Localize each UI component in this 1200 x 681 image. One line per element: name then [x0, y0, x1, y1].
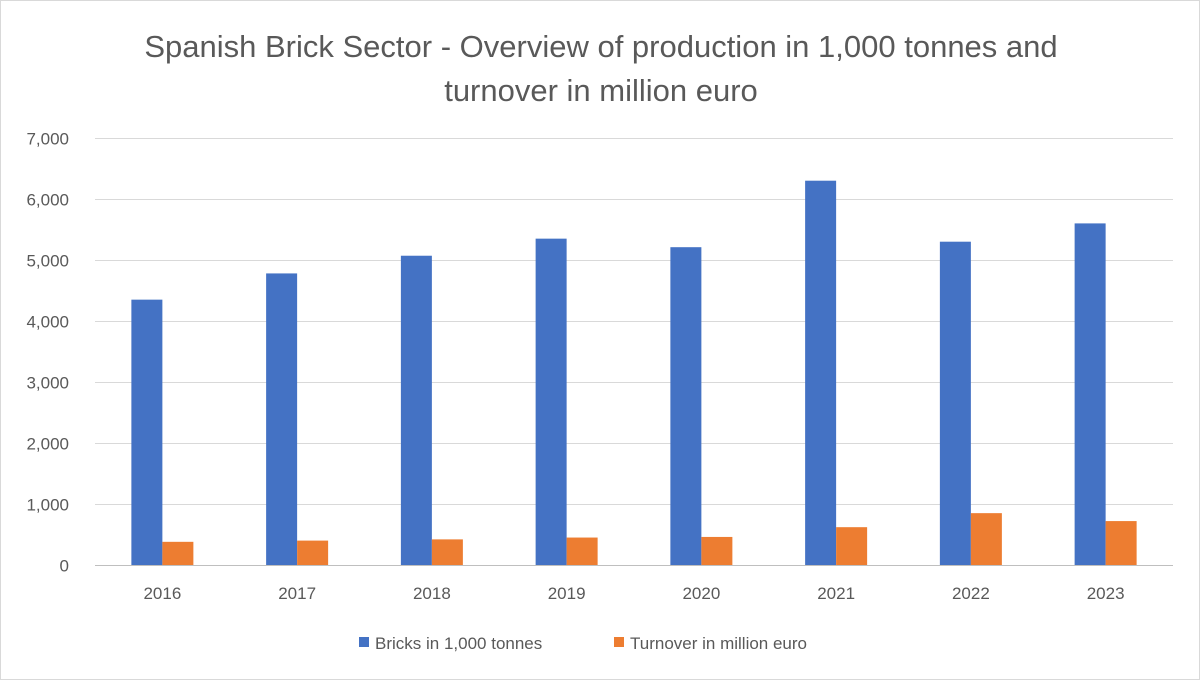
y-tick-label: 1,000: [26, 496, 69, 515]
legend-label: Turnover in million euro: [630, 634, 807, 653]
bar-bricks-2018: [400, 255, 432, 566]
bars: [131, 180, 1137, 566]
x-tick-label: 2021: [817, 584, 855, 603]
legend-swatch: [359, 637, 369, 647]
x-tick-label: 2016: [143, 584, 181, 603]
x-tick-label: 2022: [952, 584, 990, 603]
bar-bricks-2019: [535, 238, 567, 565]
bar-turnover-2017: [297, 540, 329, 565]
y-tick-label: 6,000: [26, 191, 69, 210]
y-tick-label: 5,000: [26, 252, 69, 271]
x-axis-tick-labels: 2016 2017 2018 2019 2020 2021 2022 2023: [143, 584, 1124, 603]
bar-bricks-2016: [131, 299, 163, 565]
bar-turnover-2023: [1105, 521, 1137, 565]
bar-turnover-2019: [566, 537, 598, 565]
bar-bricks-2022: [939, 241, 971, 565]
bar-bricks-2023: [1074, 223, 1106, 565]
x-tick-label: 2018: [413, 584, 451, 603]
y-tick-label: 3,000: [26, 374, 69, 393]
chart-title: Spanish Brick Sector - Overview of produ…: [144, 29, 1058, 108]
bar-bricks-2020: [670, 247, 702, 565]
y-tick-label: 2,000: [26, 435, 69, 454]
x-tick-label: 2017: [278, 584, 316, 603]
legend: Bricks in 1,000 tonnes Turnover in millio…: [359, 634, 807, 653]
bar-turnover-2018: [431, 539, 463, 565]
gridlines: [95, 138, 1173, 566]
legend-label: Bricks in 1,000 tonnes: [375, 634, 542, 653]
bar-turnover-2020: [701, 536, 733, 565]
x-tick-label: 2019: [548, 584, 586, 603]
y-tick-label: 4,000: [26, 313, 69, 332]
y-tick-label: 0: [60, 557, 69, 576]
bar-turnover-2021: [836, 527, 868, 565]
y-axis-tick-labels: 0 1,000 2,000 3,000 4,000 5,000 6,000 7,000: [26, 130, 69, 576]
bar-turnover-2022: [970, 513, 1002, 565]
bar-turnover-2016: [162, 541, 194, 565]
x-tick-label: 2020: [682, 584, 720, 603]
y-tick-label: 7,000: [26, 130, 69, 149]
x-tick-label: 2023: [1087, 584, 1125, 603]
legend-swatch: [614, 637, 624, 647]
bar-bricks-2021: [805, 180, 837, 565]
bar-bricks-2017: [266, 273, 298, 565]
